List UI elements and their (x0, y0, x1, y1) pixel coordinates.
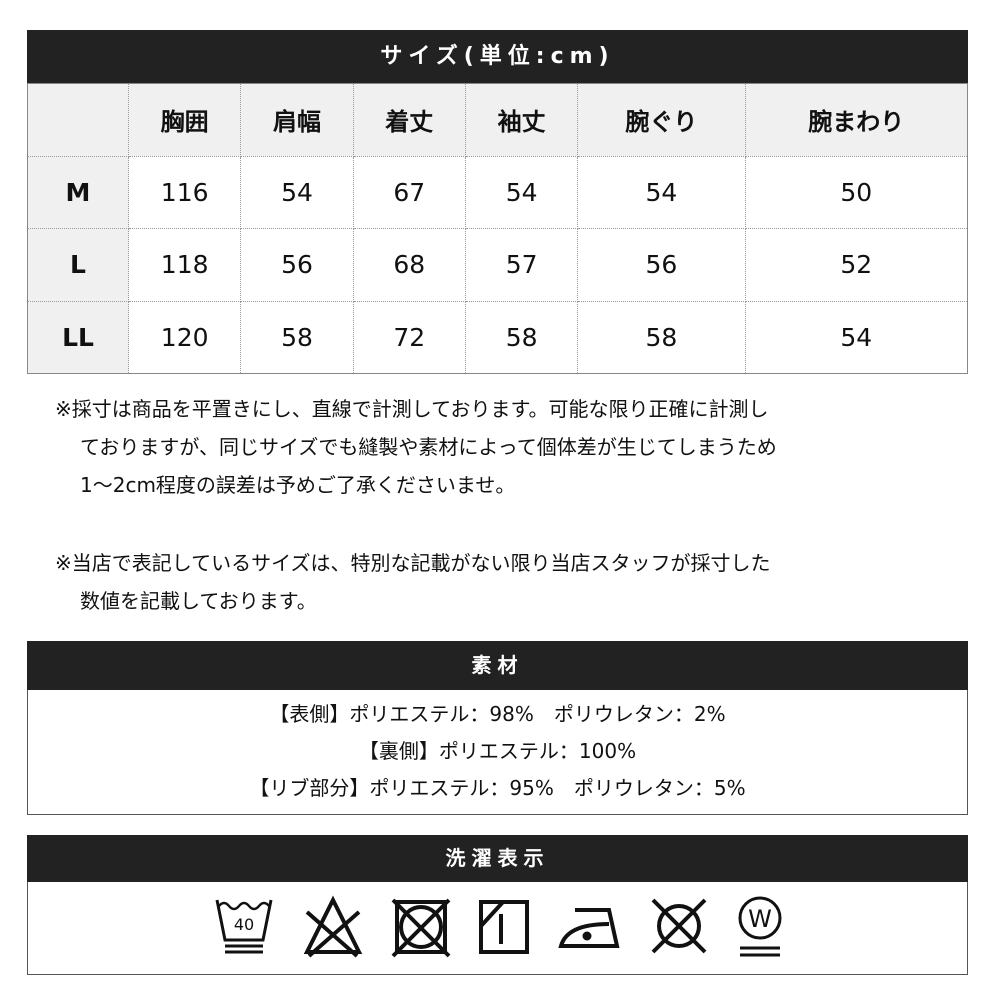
material-line: 【表側】ポリエステル：98% ポリウレタン：2% (269, 702, 726, 726)
cell: 118 (127, 228, 242, 302)
line-dry-shade-icon (478, 900, 529, 954)
cell: 120 (127, 300, 242, 374)
care-title: 洗濯表示 (27, 835, 968, 882)
cell: 56 (577, 228, 746, 302)
cell: 54 (464, 155, 579, 229)
cell: 57 (464, 228, 579, 302)
cell: 54 (240, 155, 354, 229)
size-table: 胸囲 肩幅 着丈 袖丈 腕ぐり 腕まわり M 116 54 67 54 54 5… (27, 83, 969, 374)
note-line: ておりますが、同じサイズでも縫製や素材によって個体差が生じてしまうため (80, 435, 777, 459)
column-header: 胸囲 (127, 83, 242, 157)
cell: 58 (577, 300, 746, 374)
svg-text:W: W (748, 905, 772, 933)
table-header-row: 胸囲 肩幅 着丈 袖丈 腕ぐり 腕まわり (27, 83, 969, 157)
cell: 67 (352, 155, 466, 229)
cell: 58 (240, 300, 354, 374)
table-row: M 116 54 67 54 54 50 (27, 155, 969, 229)
note-line: ※当店で表記しているサイズは、特別な記載がない限り当店スタッフが採寸した (55, 551, 771, 575)
note-line: ※採寸は商品を平置きにし、直線で計測しております。可能な限り正確に計測し (55, 397, 769, 421)
cell: 52 (744, 228, 969, 302)
svg-text:40: 40 (233, 915, 253, 934)
column-header: 着丈 (352, 83, 466, 157)
wet-clean-gentle-icon: W (738, 896, 781, 957)
no-tumble-dry-icon (391, 898, 450, 958)
measurement-note: ※採寸は商品を平置きにし、直線で計測しております。可能な限り正確に計測し ており… (55, 390, 777, 504)
material-box: 【表側】ポリエステル：98% ポリウレタン：2% 【裏側】ポリエステル：100%… (27, 690, 968, 815)
no-bleach-icon (303, 895, 362, 958)
column-header: 袖丈 (464, 83, 579, 157)
note-line: 1～2cm程度の誤差は予めご了承くださいませ。 (80, 473, 516, 497)
cell: 58 (464, 300, 579, 374)
cell: 56 (240, 228, 354, 302)
column-header: 腕ぐり (577, 83, 746, 157)
material-line: 【裏側】ポリエステル：100% (358, 739, 637, 763)
column-header: 肩幅 (240, 83, 354, 157)
material-title: 素材 (27, 641, 968, 690)
cell: 54 (744, 300, 969, 374)
cell: 68 (352, 228, 466, 302)
note-line: 数値を記載しております。 (80, 589, 317, 613)
size-table-title: サイズ(単位:cm) (27, 30, 968, 83)
no-dry-clean-icon (651, 898, 706, 954)
size-label: M (27, 155, 129, 229)
size-label: L (27, 228, 129, 302)
table-row: LL 120 58 72 58 58 54 (27, 300, 969, 374)
table-row: L 118 56 68 57 56 52 (27, 228, 969, 302)
material-line: 【リブ部分】ポリエステル：95% ポリウレタン：5% (249, 776, 746, 800)
care-box: 40 W (27, 882, 968, 975)
wash-40-gentle-icon: 40 (215, 899, 272, 954)
corner-cell (27, 83, 129, 157)
column-header: 腕まわり (744, 83, 969, 157)
size-note: ※当店で表記しているサイズは、特別な記載がない限り当店スタッフが採寸した 数値を… (55, 544, 771, 620)
size-label: LL (27, 300, 129, 374)
cell: 50 (744, 155, 969, 229)
cell: 54 (577, 155, 746, 229)
cell: 116 (127, 155, 242, 229)
iron-low-icon (557, 908, 619, 948)
cell: 72 (352, 300, 466, 374)
